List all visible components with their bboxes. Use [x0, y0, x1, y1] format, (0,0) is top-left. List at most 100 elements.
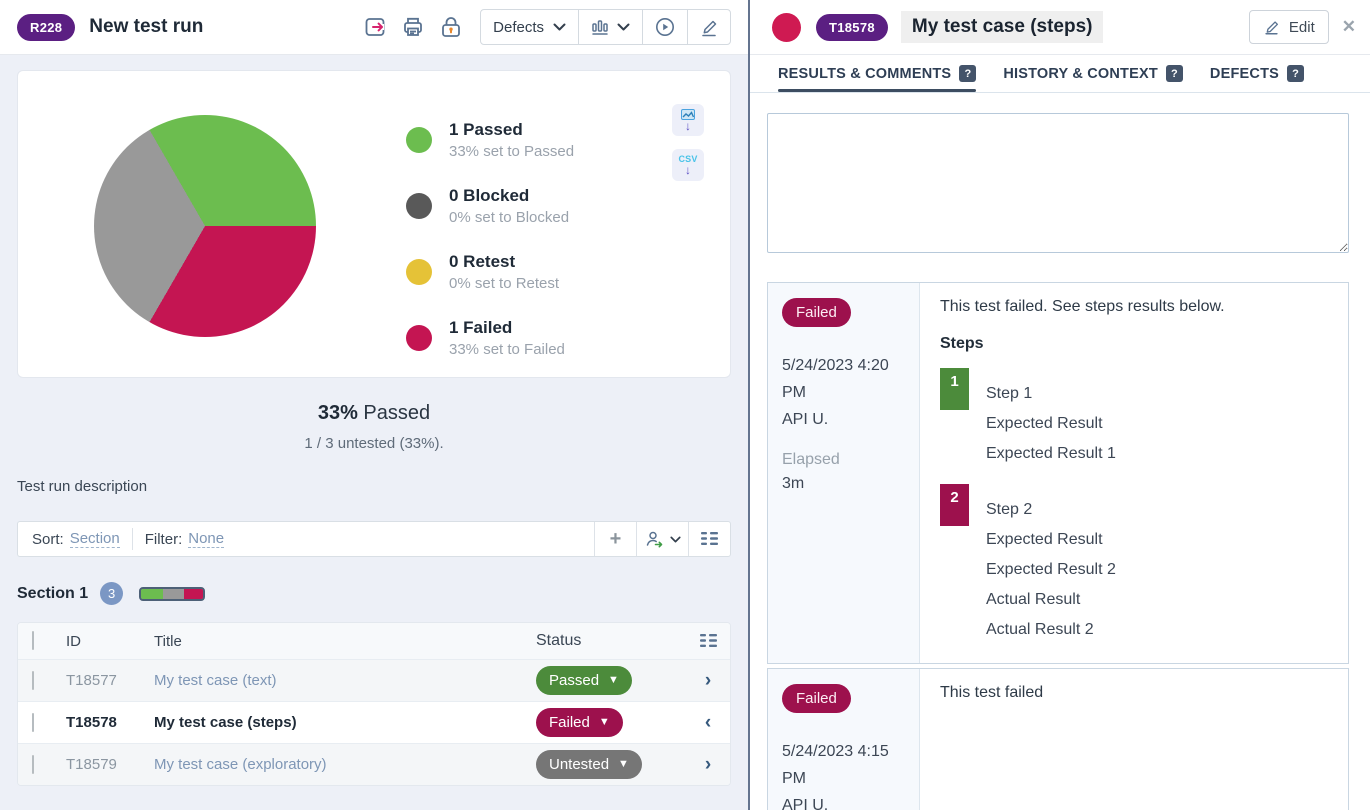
status-dropdown[interactable]: Failed ▼: [536, 708, 623, 737]
elapsed-value: 3m: [782, 475, 805, 492]
close-icon[interactable]: ✕: [1341, 17, 1356, 36]
defects-dropdown[interactable]: Defects: [481, 10, 578, 44]
status-label: Passed: [549, 672, 600, 689]
download-chart-image-button[interactable]: ↓: [672, 104, 704, 136]
progress-passed-segment: [141, 588, 164, 599]
legend-label: 1 Failed: [449, 318, 513, 337]
sort-filter-texts: Sort: Section Filter: None: [18, 522, 594, 556]
case-title: My test case (steps): [900, 11, 1104, 43]
case-header: T18578 My test case (steps) Edit ✕: [750, 0, 1370, 55]
add-test-button[interactable]: +: [594, 522, 636, 556]
table-columns-button[interactable]: [686, 634, 730, 648]
table-row-selected[interactable]: T18578 My test case (steps) Failed ▼ ‹: [18, 701, 730, 743]
download-csv-button[interactable]: CSV ↓: [672, 149, 704, 181]
lock-icon[interactable]: [436, 12, 466, 42]
row-checkbox[interactable]: [32, 670, 34, 690]
legend-subtext: 33% set to Failed: [449, 341, 565, 358]
status-label: Failed: [549, 714, 590, 731]
tab-history-context[interactable]: HISTORY & CONTEXT ?: [1003, 65, 1183, 92]
run-id-badge: R228: [17, 13, 76, 41]
tab-defects[interactable]: DEFECTS ?: [1210, 65, 1304, 92]
result-meta-text: 5/24/2023 4:20 PM API U.: [782, 352, 905, 433]
result-timestamp: 5/24/2023 4:15 PM: [782, 743, 889, 787]
open-test-chevron[interactable]: ›: [704, 669, 712, 691]
legend-item-failed: 1 Failed 33% set to Failed: [406, 317, 574, 359]
result-meta: Failed 5/24/2023 4:15 PM API U.: [768, 669, 920, 810]
edit-button[interactable]: Edit: [1248, 10, 1329, 44]
legend-item-retest: 0 Retest 0% set to Retest: [406, 251, 574, 293]
edit-run-button[interactable]: [687, 10, 730, 44]
case-tabs: RESULTS & COMMENTS ? HISTORY & CONTEXT ?…: [750, 55, 1370, 93]
case-id-badge: T18578: [816, 13, 888, 41]
step-number-badge: 1: [940, 368, 969, 410]
chart-view-dropdown[interactable]: [578, 10, 642, 44]
step-number-badge: 2: [940, 484, 969, 526]
sort-value-link[interactable]: Section: [69, 530, 120, 548]
status-dropdown[interactable]: Passed ▼: [536, 666, 632, 695]
percent-value: 33%: [317, 402, 358, 424]
export-icon[interactable]: [360, 12, 390, 42]
result-message: This test failed. See steps results belo…: [940, 298, 1225, 315]
section-progress-bar: [139, 586, 206, 601]
legend-subtext: 33% set to Passed: [449, 143, 575, 160]
help-icon[interactable]: ?: [1165, 65, 1183, 82]
close-test-chevron[interactable]: ‹: [704, 711, 712, 733]
failed-dot-icon: [406, 325, 432, 351]
result-content: This test failed: [920, 669, 1348, 810]
chevron-down-icon: ▼: [618, 758, 629, 770]
progress-failed-segment: [183, 588, 204, 599]
assign-dropdown[interactable]: [636, 522, 688, 556]
row-checkbox[interactable]: [32, 712, 34, 732]
columns-icon: [699, 634, 717, 647]
run-toolbar: Defects: [480, 9, 731, 45]
case-status-circle: [772, 12, 801, 42]
chevron-down-icon: [617, 23, 630, 31]
print-icon[interactable]: [398, 12, 428, 42]
pencil-icon: [702, 20, 717, 37]
play-icon: [656, 18, 674, 36]
rerun-button[interactable]: [642, 10, 687, 44]
filter-label: Filter:: [144, 530, 183, 548]
test-title-link[interactable]: My test case (steps): [154, 714, 297, 731]
edit-button-label: Edit: [1288, 18, 1315, 36]
table-row[interactable]: T18579 My test case (exploratory) Untest…: [18, 743, 730, 785]
tab-label: HISTORY & CONTEXT: [1003, 65, 1158, 82]
open-test-chevron[interactable]: ›: [704, 753, 712, 775]
percent-suffix: Passed: [357, 402, 431, 424]
image-icon: [681, 108, 695, 120]
legend-subtext: 0% set to Blocked: [449, 209, 570, 226]
section-count-badge[interactable]: 3: [100, 582, 124, 605]
help-icon[interactable]: ?: [959, 65, 977, 82]
select-all-checkbox[interactable]: [32, 631, 34, 650]
filter-value-link[interactable]: None: [188, 530, 225, 548]
table-row[interactable]: T18577 My test case (text) Passed ▼ ›: [18, 659, 730, 701]
result-meta-text: 5/24/2023 4:15 PM API U.: [782, 738, 905, 810]
run-description: Test run description: [17, 478, 148, 495]
untested-line: 1 / 3 untested (33%).: [304, 435, 444, 452]
sort-filter-toolbar: Sort: Section Filter: None +: [17, 521, 731, 557]
bar-chart-icon: [592, 20, 608, 35]
help-icon[interactable]: ?: [1287, 65, 1304, 82]
status-dropdown[interactable]: Untested ▼: [536, 750, 642, 779]
result-meta: Failed 5/24/2023 4:20 PM API U. Elapsed …: [768, 283, 920, 663]
test-case-panel: T18578 My test case (steps) Edit ✕ RESUL…: [750, 0, 1370, 810]
step-line: Actual Result: [986, 591, 1081, 608]
columns-button[interactable]: [688, 522, 730, 556]
comment-input[interactable]: [767, 113, 1349, 253]
test-title-link[interactable]: My test case (exploratory): [154, 756, 327, 773]
step-line: Expected Result 1: [986, 445, 1116, 462]
sort-label: Sort:: [32, 530, 64, 548]
csv-icon: CSV: [678, 153, 698, 164]
download-arrow-icon: ↓: [685, 118, 691, 133]
tab-results-comments[interactable]: RESULTS & COMMENTS ?: [778, 65, 977, 92]
case-body: Failed 5/24/2023 4:20 PM API U. Elapsed …: [750, 93, 1370, 810]
step-item: 1 Step 1 Expected Result Expected Result…: [940, 368, 1330, 469]
result-content: This test failed. See steps results belo…: [920, 283, 1348, 663]
test-title-link[interactable]: My test case (text): [154, 672, 277, 689]
row-checkbox[interactable]: [32, 754, 34, 774]
test-id: T18579: [66, 756, 117, 773]
step-lines: Step 2 Expected Result Expected Result 2…: [986, 484, 1116, 645]
section-header: Section 1 3: [17, 582, 731, 605]
legend-item-passed: 1 Passed 33% set to Passed: [406, 119, 574, 161]
result-card: Failed 5/24/2023 4:15 PM API U. This tes…: [767, 668, 1349, 810]
